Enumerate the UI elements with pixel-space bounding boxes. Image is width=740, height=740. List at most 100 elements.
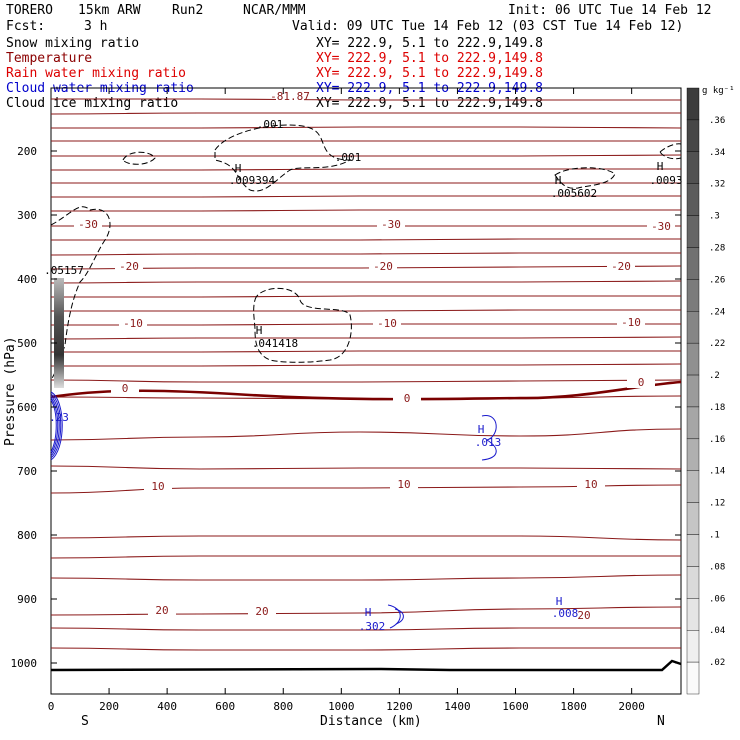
snow-contour	[122, 151, 156, 165]
colorbar: .36 .34 .32 .3 .28 .26 .24 .22 .2 .18 .16 .14 .12 .1.…	[686, 87, 725, 695]
snow-contour	[554, 167, 616, 189]
y-tick-label: 400	[17, 273, 37, 286]
legend-snow: Snow mixing ratio	[6, 36, 139, 51]
forecast-value: 3 h	[84, 19, 107, 34]
temperature-contour-label: -20	[373, 260, 393, 273]
x-left-end-label: S	[81, 714, 89, 729]
snow-contour-label: .05157	[44, 264, 84, 277]
x-tick-label: 200	[99, 700, 119, 713]
colorbar-swatch	[686, 502, 700, 535]
cloud-water-contour	[481, 415, 497, 461]
terrain-line	[50, 659, 682, 672]
y-tick-label: 800	[17, 529, 37, 542]
temperature-contour-label: 0	[122, 382, 129, 395]
temperature-contour-line	[51, 295, 681, 298]
label-background	[607, 261, 635, 272]
colorbar-swatch	[686, 630, 700, 663]
snow-contour-label: .001	[257, 118, 284, 131]
temperature-contour-line	[51, 238, 681, 241]
colorbar-swatch	[686, 215, 700, 248]
y-tick-label: 200	[17, 145, 37, 158]
cloud-water-contour	[50, 393, 62, 459]
temperature-contour-line	[50, 126, 682, 129]
cloud-water-contour	[387, 604, 401, 629]
temperature-contour-label: -30	[78, 218, 98, 231]
cloud-water-label: .23	[49, 411, 69, 424]
label-background	[276, 91, 304, 102]
cloud-water-contour	[394, 608, 404, 625]
temperature-contour-label: -20	[119, 260, 139, 273]
temperature-contour-label: -10	[377, 317, 397, 330]
colorbar-swatch	[686, 566, 700, 599]
label-background	[111, 383, 139, 394]
y-tick-label: 300	[17, 209, 37, 222]
snow-contour-label: H	[235, 162, 242, 175]
colorbar-label: .04	[709, 626, 725, 636]
colorbar-label: .26	[709, 275, 725, 285]
temperature-contour-line	[50, 555, 681, 559]
x-tick-label: 1400	[444, 700, 471, 713]
cloud-water-label: .302	[359, 620, 386, 633]
colorbar-swatch	[686, 279, 700, 312]
cloud-water-contour	[50, 391, 63, 461]
temperature-contour-line	[50, 647, 681, 651]
colorbar-label: .28	[709, 243, 725, 253]
temperature-contour-label: -10	[621, 316, 641, 329]
x-right-end-label: N	[657, 714, 665, 729]
label-background	[390, 479, 418, 490]
cloud-water-contours	[50, 391, 497, 629]
label-background	[148, 605, 176, 616]
temperature-contour-line	[50, 535, 682, 541]
legend-rain-xy: XY= 222.9, 5.1 to 222.9,149.8	[316, 66, 543, 81]
y-tick-label: 500	[17, 337, 37, 350]
label-background	[115, 261, 143, 272]
temperature-contour-label: 10	[151, 480, 164, 493]
colorbar-swatch	[686, 470, 700, 503]
cloud-water-label: H	[365, 606, 372, 619]
temperature-contour-line	[50, 252, 681, 256]
legend-cloud-ice-xy: XY= 222.9, 5.1 to 222.9,149.8	[316, 96, 543, 111]
valid-time: Valid: 09 UTC Tue 14 Feb 12 (03 CST Tue …	[292, 19, 683, 34]
colorbar-swatch	[686, 438, 700, 471]
temperature-contour-line	[51, 309, 681, 312]
colorbar-label: .02	[709, 658, 725, 668]
run-number: Run2	[172, 3, 203, 18]
snow-contour-label: .0093	[649, 174, 682, 187]
temperature-contour-line	[50, 98, 681, 101]
temperature-contour-label: -10	[123, 317, 143, 330]
colorbar-swatch	[686, 598, 700, 631]
zero-degree-contour	[50, 380, 682, 401]
temperature-contour-line	[50, 154, 682, 157]
temperature-contour-label: 10	[584, 478, 597, 491]
temperature-contour-line	[51, 363, 682, 367]
temperature-contour-label: 20	[577, 609, 590, 622]
colorbar-label: .36	[709, 116, 725, 126]
cloud-water-label: .013	[475, 436, 502, 449]
snow-contour-label: H	[555, 174, 562, 187]
label-background	[617, 317, 645, 328]
colorbar-label: .3	[709, 212, 720, 222]
colorbar-swatch	[686, 342, 700, 376]
plot-frame	[50, 87, 682, 695]
y-tick-label: 600	[17, 401, 37, 414]
snow-contour-label: .005602	[551, 187, 597, 200]
temperature-contour-label: 10	[397, 478, 410, 491]
cloud-ice-shading	[54, 278, 64, 388]
colorbar-swatch	[686, 374, 700, 408]
colorbar-swatch	[686, 151, 700, 184]
colorbar-label: .24	[709, 307, 725, 317]
colorbar-label: .32	[709, 180, 725, 190]
snow-contour-label: H	[657, 160, 664, 173]
temperature-contour-label: 20	[155, 604, 168, 617]
temperature-contours	[50, 98, 682, 651]
label-background	[144, 481, 172, 492]
x-tick-label: 600	[215, 700, 235, 713]
temperature-contour-label: 20	[255, 605, 268, 618]
temperature-contour-line	[51, 168, 681, 171]
temperature-contour-line	[50, 428, 682, 441]
y-tick-label: 700	[17, 465, 37, 478]
cloud-water-label: H	[556, 595, 563, 608]
snow-contour-label: .041418	[252, 337, 298, 350]
temperature-contour-label: -81.87	[270, 90, 310, 103]
label-background	[393, 393, 421, 404]
